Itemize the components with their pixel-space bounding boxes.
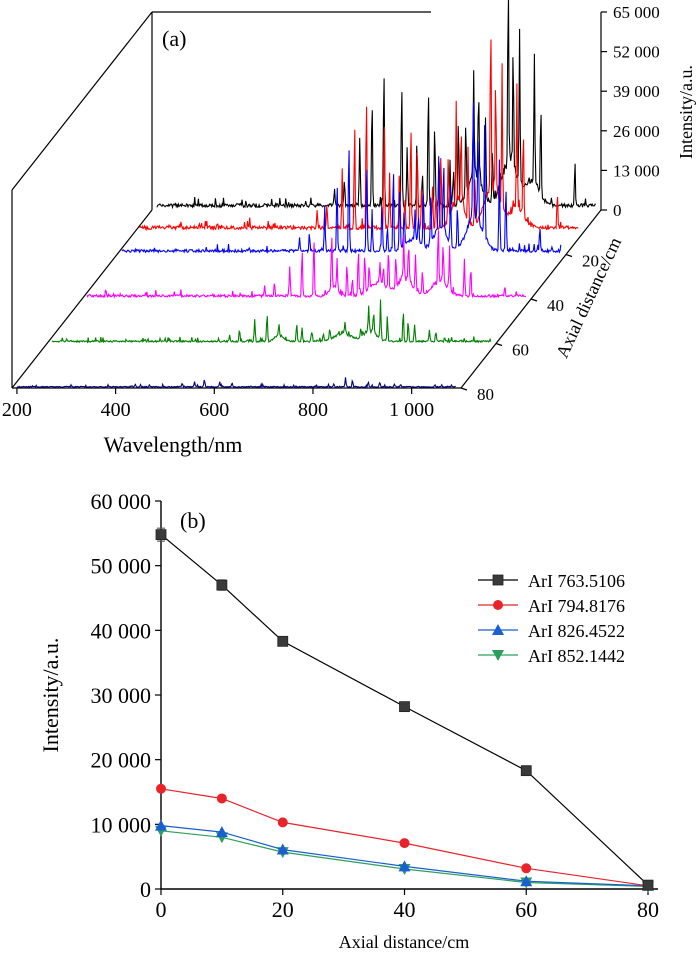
panel-b-x-axis-title: Axial distance/cm [339,932,469,952]
depth-tick-label: 40 [547,296,564,315]
z-tick-label: 13 000 [613,161,660,180]
x-tick-label: 200 [2,399,32,421]
depth-tick-label: 20 [582,252,599,271]
data-point-1 [216,579,228,591]
x-tick-label: 80 [637,897,659,922]
legend-label-2: ArI 794.8176 [528,596,625,616]
z-tick-label: 52 000 [613,43,660,62]
spectrum-line-20cm [121,102,562,255]
series-line-4 [160,830,649,887]
depth-tick-label: 80 [477,385,494,404]
spectrum-line-0cm [156,0,596,210]
panel-a-x-axis-title: Wavelength/nm [104,432,243,457]
data-point-2 [156,783,166,794]
x-tick-label: 600 [199,399,229,421]
depth-tick [495,342,503,347]
legend-label-3: ArI 826.4522 [528,621,625,641]
series-line-1 [160,534,649,886]
data-point-1 [155,529,167,541]
data-point-2 [277,817,288,828]
z-tick-label: 0 [613,201,622,220]
z-tick-label: 26 000 [613,122,660,141]
depth-tick [565,253,573,258]
x-tick-label: 60 [515,897,537,922]
data-point-3 [520,875,533,887]
legend-marker-1 [492,574,504,586]
z-tick-label: 39 000 [613,82,660,101]
data-point-2 [216,793,227,804]
y-tick-label: 50 000 [91,554,152,579]
x-tick-label: 800 [298,399,328,421]
top-left-depth-edge [11,11,153,191]
data-point-2 [521,863,532,874]
spectrum-line-60cm [51,299,492,344]
panel-b-label: (b) [180,508,206,533]
depth-tick [460,387,468,391]
x-tick-label: 40 [394,897,416,922]
data-point-2 [399,838,410,849]
depth-tick [530,298,538,302]
panel-b-line-chart: 0 10 000 20 000 30 000 40 000 50 000 60 000 0 20… [38,489,659,952]
data-point-3 [155,819,167,831]
spectrum-line-40cm [86,230,527,299]
depth-tick-label: 60 [512,341,529,360]
x-tick-label: 20 [272,897,294,922]
data-point-1 [399,701,410,713]
spectrum-line-80cm [16,377,456,389]
z-tick-label: 65 000 [613,3,660,22]
panel-a-z-axis-title: Intensity/a.u. [676,65,696,159]
panel-a-plot: 200 400 600 800 1 000 0 13 000 26 000 39 000 52 0… [2,0,660,421]
y-tick-label: 30 000 [91,683,152,708]
x-tick-label: 400 [101,399,131,421]
panel-a-waterfall: 200 400 600 800 1 000 0 13 000 26 000 39 000 52 0… [2,0,696,457]
series-line-2 [160,788,649,887]
y-tick-label: 20 000 [91,748,152,773]
panel-b-y-axis-title: Intensity/a.u. [38,638,63,753]
data-point-1 [520,765,532,777]
x-tick-label: 0 [156,897,167,922]
data-point-1 [642,879,654,891]
bottom-left-depth-edge [11,209,153,389]
panel-b-plot: 0 10 000 20 000 30 000 40 000 50 000 60 000 0 20… [91,489,660,922]
x-tick-label: 1 000 [389,399,434,421]
data-point-3 [398,860,411,872]
y-tick-label: 10 000 [91,812,152,837]
data-point-3 [215,826,228,838]
data-point-1 [277,635,289,647]
series-line-3 [160,825,649,887]
data-point-3 [276,843,289,855]
y-tick-label: 40 000 [91,618,152,643]
legend-label-4: ArI 852.1442 [528,646,625,666]
y-tick-label: 0 [140,877,151,902]
legend-label-1: ArI 763.5106 [528,571,625,591]
legend-marker-4 [492,650,504,661]
legend-marker-2 [493,600,503,610]
panel-a-label: (a) [162,26,186,51]
legend-marker-3 [492,624,504,635]
y-tick-label: 60 000 [91,489,152,514]
